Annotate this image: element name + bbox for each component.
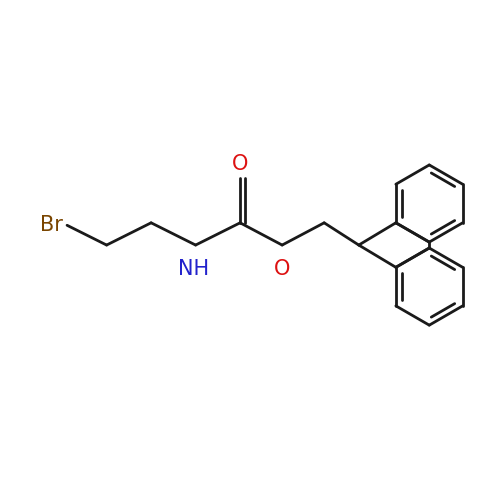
Text: NH: NH [178, 259, 208, 279]
Text: O: O [274, 259, 290, 279]
Text: O: O [232, 154, 248, 174]
Text: Br: Br [40, 216, 63, 236]
